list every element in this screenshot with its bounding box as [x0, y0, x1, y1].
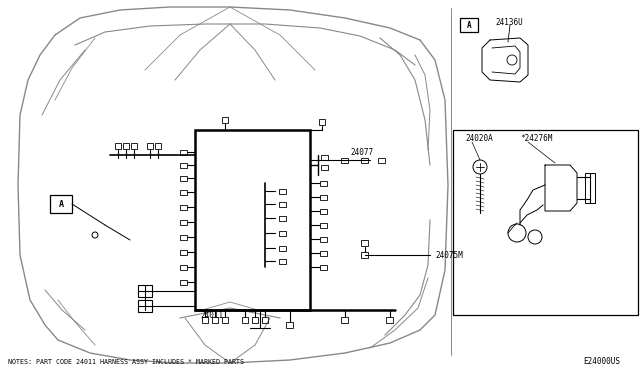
Bar — [280, 215, 287, 221]
Bar — [138, 285, 152, 297]
Text: A: A — [58, 199, 63, 208]
Bar — [319, 119, 325, 125]
Text: NOTES: PART CODE 24011 HARNESS ASSY INCLUDES * MARKED PARTS: NOTES: PART CODE 24011 HARNESS ASSY INCL… — [8, 359, 244, 365]
Bar — [179, 264, 186, 269]
Bar — [321, 195, 328, 199]
Bar — [321, 237, 328, 241]
Bar — [179, 219, 186, 224]
Bar — [179, 234, 186, 240]
Bar — [179, 250, 186, 254]
Bar — [179, 205, 186, 209]
Bar — [115, 143, 121, 149]
Bar — [179, 150, 186, 154]
Text: E24000US: E24000US — [583, 357, 620, 366]
Bar — [321, 154, 328, 160]
Bar — [242, 317, 248, 323]
Bar — [212, 317, 218, 323]
Bar — [280, 189, 287, 193]
Bar — [123, 143, 129, 149]
Bar — [195, 130, 310, 310]
Bar — [453, 130, 638, 315]
Bar — [321, 264, 328, 269]
Bar — [287, 322, 294, 328]
Bar — [179, 189, 186, 195]
Bar — [155, 143, 161, 149]
Bar — [387, 317, 394, 323]
Bar — [280, 231, 287, 235]
Text: 24075M: 24075M — [435, 250, 463, 260]
Text: 24136U: 24136U — [495, 17, 523, 26]
Bar — [222, 317, 228, 323]
Bar — [362, 157, 369, 163]
Bar — [460, 18, 478, 32]
Bar — [321, 164, 328, 170]
Bar — [179, 176, 186, 180]
Bar — [131, 143, 137, 149]
Text: *24276M: *24276M — [520, 134, 552, 142]
Bar — [321, 250, 328, 256]
Bar — [280, 246, 287, 250]
Text: 24020A: 24020A — [465, 134, 493, 142]
Bar — [378, 157, 385, 163]
Bar — [342, 317, 349, 323]
Bar — [585, 173, 595, 203]
Bar — [179, 163, 186, 167]
Bar — [280, 259, 287, 263]
Bar — [321, 208, 328, 214]
Bar — [138, 300, 152, 312]
Bar — [362, 252, 369, 258]
Bar — [252, 317, 258, 323]
Bar — [342, 157, 349, 163]
Bar — [321, 180, 328, 186]
Bar — [362, 240, 369, 246]
Bar — [50, 195, 72, 213]
Bar — [202, 317, 208, 323]
Text: 24077: 24077 — [350, 148, 373, 157]
Bar — [147, 143, 153, 149]
Bar — [280, 202, 287, 206]
Text: A: A — [467, 20, 471, 29]
Bar — [321, 222, 328, 228]
Bar — [222, 117, 228, 123]
Text: 24011: 24011 — [200, 311, 223, 320]
Bar — [179, 279, 186, 285]
Bar — [262, 317, 268, 323]
